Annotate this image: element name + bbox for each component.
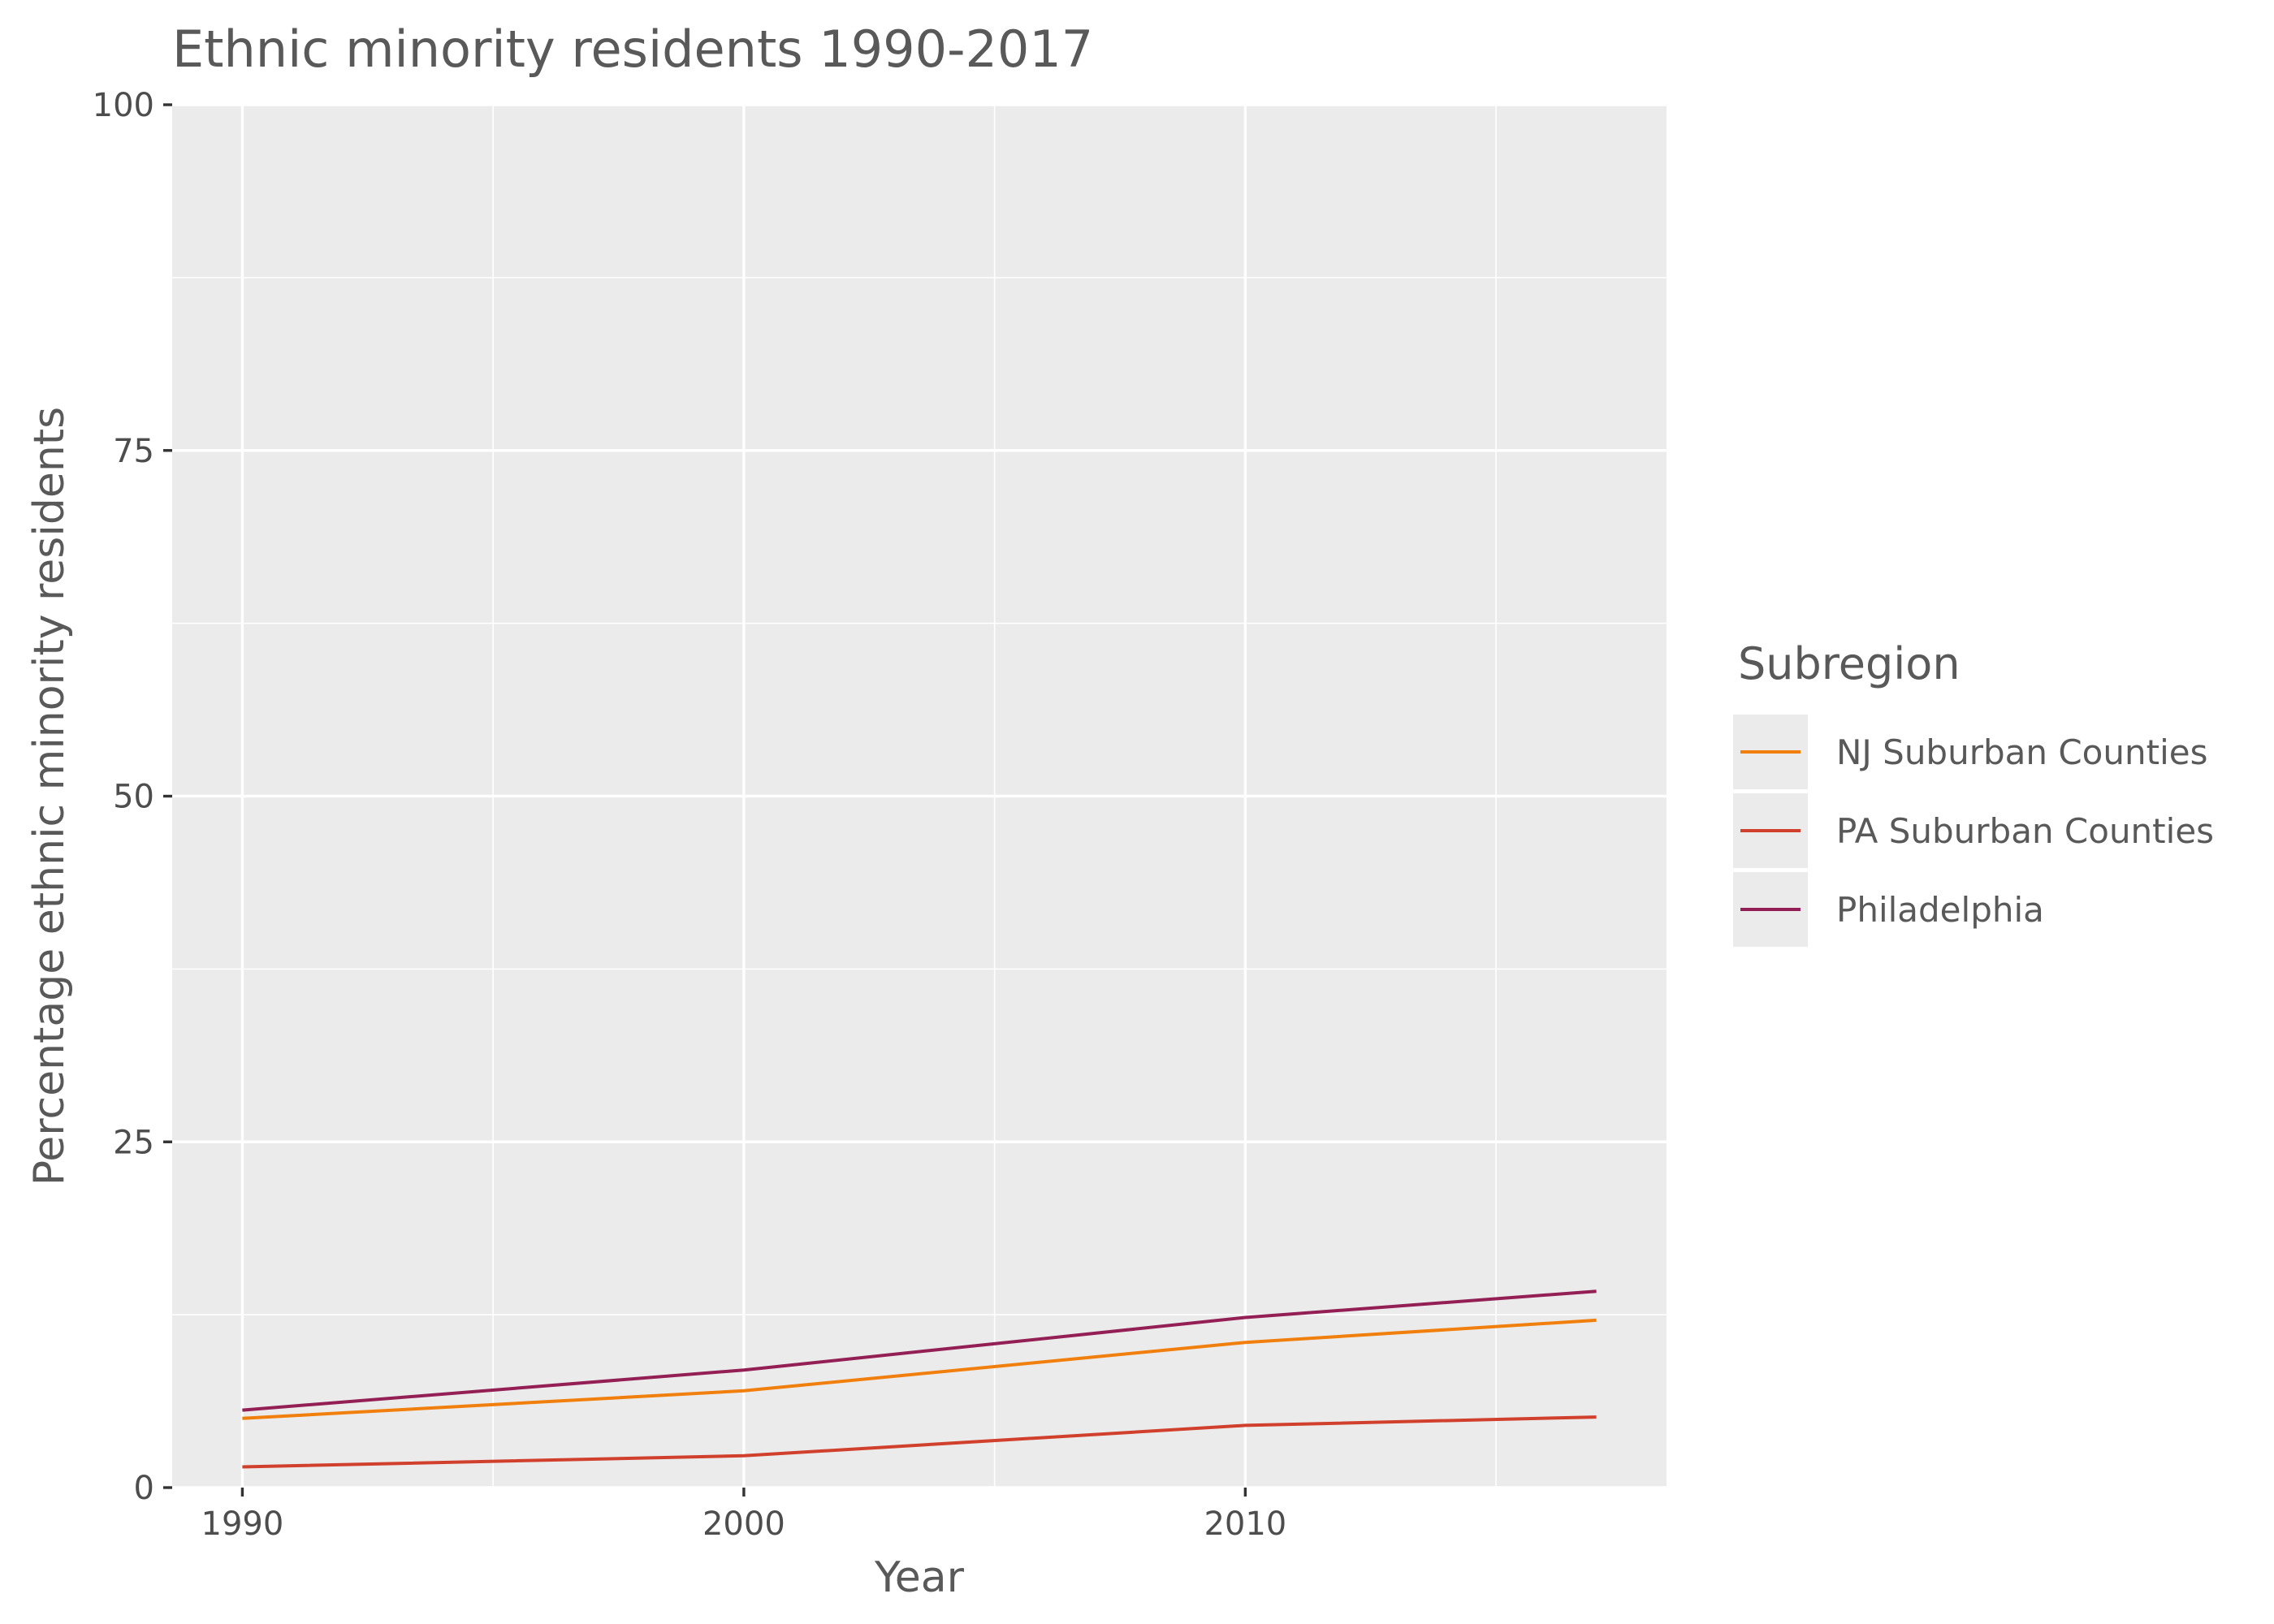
series-lines [242,1289,1597,1469]
y-tick-label: 100 [93,87,154,124]
y-tick-label: 25 [113,1124,154,1161]
chart-title: Ethnic minority residents 1990-2017 [172,19,1093,79]
x-tick-label: 2010 [1204,1505,1286,1543]
x-axis: 1990 2000 2010 [201,1488,1286,1543]
series-line-1 [242,1415,1597,1469]
legend-items: NJ Suburban Counties PA Suburban Counties… [1733,715,2214,947]
y-axis: 0 25 50 75 100 [93,87,172,1507]
legend-label: NJ Suburban Counties [1836,732,2207,772]
legend-title: Subregion [1738,638,1961,689]
series-line-2 [242,1289,1597,1412]
y-axis-title: Percentage ethnic minority residents [25,407,74,1186]
x-tick-label: 2000 [703,1505,785,1543]
x-tick-label: 1990 [201,1505,284,1543]
y-tick-label: 0 [134,1470,154,1507]
legend-label: Philadelphia [1836,890,2044,930]
legend-label: PA Suburban Counties [1836,811,2214,851]
x-axis-title: Year [874,1553,965,1602]
major-gridlines [172,103,1667,1489]
series-line-0 [242,1318,1597,1420]
legend: Subregion NJ Suburban Counties PA Suburba… [1733,638,2214,947]
y-tick-label: 75 [113,433,154,470]
y-tick-label: 50 [113,779,154,816]
